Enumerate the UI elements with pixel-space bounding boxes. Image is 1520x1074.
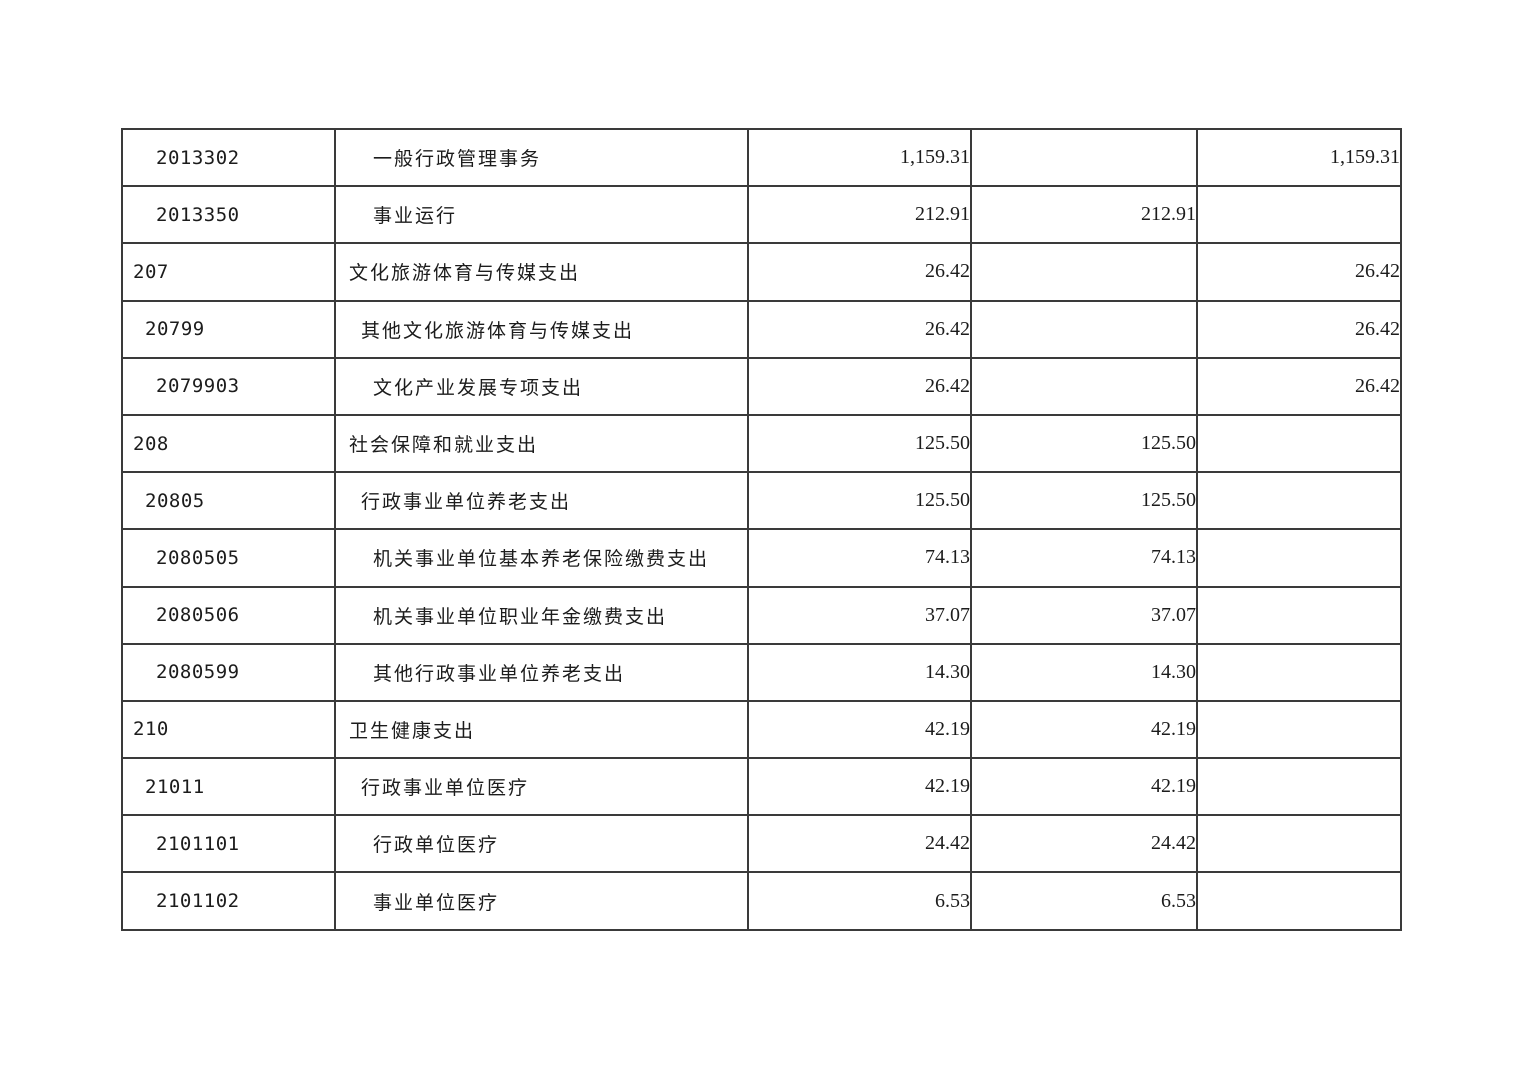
amount-cell-2: 24.42 <box>970 814 1198 874</box>
code-cell: 2080599 <box>121 642 336 702</box>
amount-cell-3 <box>1196 471 1402 531</box>
amount-cell-3 <box>1196 757 1402 817</box>
amount-cell-2 <box>970 242 1198 302</box>
name-cell: 机关事业单位职业年金缴费支出 <box>334 585 749 645</box>
amount-cell-1: 24.42 <box>747 814 972 874</box>
name-cell: 其他行政事业单位养老支出 <box>334 642 749 702</box>
table-row: 2101101 行政单位医疗 24.42 24.42 <box>121 814 1402 874</box>
amount-cell-1: 74.13 <box>747 528 972 588</box>
name-cell: 事业运行 <box>334 185 749 245</box>
amount-cell-3: 26.42 <box>1196 242 1402 302</box>
code-cell: 207 <box>121 242 336 302</box>
amount-cell-1: 212.91 <box>747 185 972 245</box>
amount-cell-3: 1,159.31 <box>1196 127 1402 188</box>
amount-cell-1: 125.50 <box>747 413 972 474</box>
code-cell: 20799 <box>121 299 336 359</box>
budget-table-body: 2013302 一般行政管理事务 1,159.31 1,159.31 2013350 事业… <box>121 127 1402 931</box>
amount-cell-2: 6.53 <box>970 871 1198 931</box>
amount-cell-1: 1,159.31 <box>747 127 972 188</box>
table-row: 207 文化旅游体育与传媒支出 26.42 26.42 <box>121 242 1402 302</box>
amount-cell-1: 26.42 <box>747 356 972 416</box>
amount-cell-1: 125.50 <box>747 471 972 531</box>
amount-cell-3: 26.42 <box>1196 299 1402 359</box>
budget-table-container: 2013302 一般行政管理事务 1,159.31 1,159.31 2013350 事业… <box>121 127 1402 931</box>
name-cell: 文化旅游体育与传媒支出 <box>334 242 749 302</box>
amount-cell-1: 42.19 <box>747 699 972 760</box>
amount-cell-2 <box>970 356 1198 416</box>
table-row: 21011 行政事业单位医疗 42.19 42.19 <box>121 757 1402 817</box>
amount-cell-2: 125.50 <box>970 413 1198 474</box>
code-cell: 2101102 <box>121 871 336 931</box>
amount-cell-2: 125.50 <box>970 471 1198 531</box>
amount-cell-3 <box>1196 814 1402 874</box>
table-row: 2080599 其他行政事业单位养老支出 14.30 14.30 <box>121 642 1402 702</box>
amount-cell-3: 26.42 <box>1196 356 1402 416</box>
amount-cell-1: 37.07 <box>747 585 972 645</box>
code-cell: 210 <box>121 699 336 760</box>
code-cell: 2013350 <box>121 185 336 245</box>
code-cell: 2013302 <box>121 127 336 188</box>
amount-cell-1: 26.42 <box>747 242 972 302</box>
table-row: 2079903 文化产业发展专项支出 26.42 26.42 <box>121 356 1402 416</box>
name-cell: 社会保障和就业支出 <box>334 413 749 474</box>
amount-cell-3 <box>1196 585 1402 645</box>
amount-cell-2: 74.13 <box>970 528 1198 588</box>
code-cell: 2080505 <box>121 528 336 588</box>
amount-cell-1: 26.42 <box>747 299 972 359</box>
amount-cell-2 <box>970 127 1198 188</box>
amount-cell-1: 14.30 <box>747 642 972 702</box>
name-cell: 行政事业单位养老支出 <box>334 471 749 531</box>
code-cell: 2079903 <box>121 356 336 416</box>
amount-cell-3 <box>1196 528 1402 588</box>
code-cell: 21011 <box>121 757 336 817</box>
amount-cell-1: 42.19 <box>747 757 972 817</box>
table-row: 208 社会保障和就业支出 125.50 125.50 <box>121 413 1402 474</box>
amount-cell-3 <box>1196 185 1402 245</box>
amount-cell-2: 212.91 <box>970 185 1198 245</box>
code-cell: 2080506 <box>121 585 336 645</box>
name-cell: 其他文化旅游体育与传媒支出 <box>334 299 749 359</box>
amount-cell-3 <box>1196 699 1402 760</box>
table-row: 2101102 事业单位医疗 6.53 6.53 <box>121 871 1402 931</box>
amount-cell-3 <box>1196 413 1402 474</box>
name-cell: 文化产业发展专项支出 <box>334 356 749 416</box>
amount-cell-2: 42.19 <box>970 699 1198 760</box>
name-cell: 事业单位医疗 <box>334 871 749 931</box>
amount-cell-3 <box>1196 871 1402 931</box>
amount-cell-1: 6.53 <box>747 871 972 931</box>
amount-cell-2 <box>970 299 1198 359</box>
name-cell: 行政单位医疗 <box>334 814 749 874</box>
amount-cell-2: 37.07 <box>970 585 1198 645</box>
amount-cell-2: 42.19 <box>970 757 1198 817</box>
table-row: 2013302 一般行政管理事务 1,159.31 1,159.31 <box>121 127 1402 188</box>
table-row: 2080505 机关事业单位基本养老保险缴费支出 74.13 74.13 <box>121 528 1402 588</box>
table-row: 2080506 机关事业单位职业年金缴费支出 37.07 37.07 <box>121 585 1402 645</box>
amount-cell-2: 14.30 <box>970 642 1198 702</box>
name-cell: 一般行政管理事务 <box>334 127 749 188</box>
code-cell: 2101101 <box>121 814 336 874</box>
amount-cell-3 <box>1196 642 1402 702</box>
table-row: 2013350 事业运行 212.91 212.91 <box>121 185 1402 245</box>
name-cell: 卫生健康支出 <box>334 699 749 760</box>
name-cell: 行政事业单位医疗 <box>334 757 749 817</box>
table-row: 210 卫生健康支出 42.19 42.19 <box>121 699 1402 760</box>
table-row: 20805 行政事业单位养老支出 125.50 125.50 <box>121 471 1402 531</box>
budget-table: 2013302 一般行政管理事务 1,159.31 1,159.31 2013350 事业… <box>121 127 1402 931</box>
name-cell: 机关事业单位基本养老保险缴费支出 <box>334 528 749 588</box>
code-cell: 20805 <box>121 471 336 531</box>
code-cell: 208 <box>121 413 336 474</box>
table-row: 20799 其他文化旅游体育与传媒支出 26.42 26.42 <box>121 299 1402 359</box>
